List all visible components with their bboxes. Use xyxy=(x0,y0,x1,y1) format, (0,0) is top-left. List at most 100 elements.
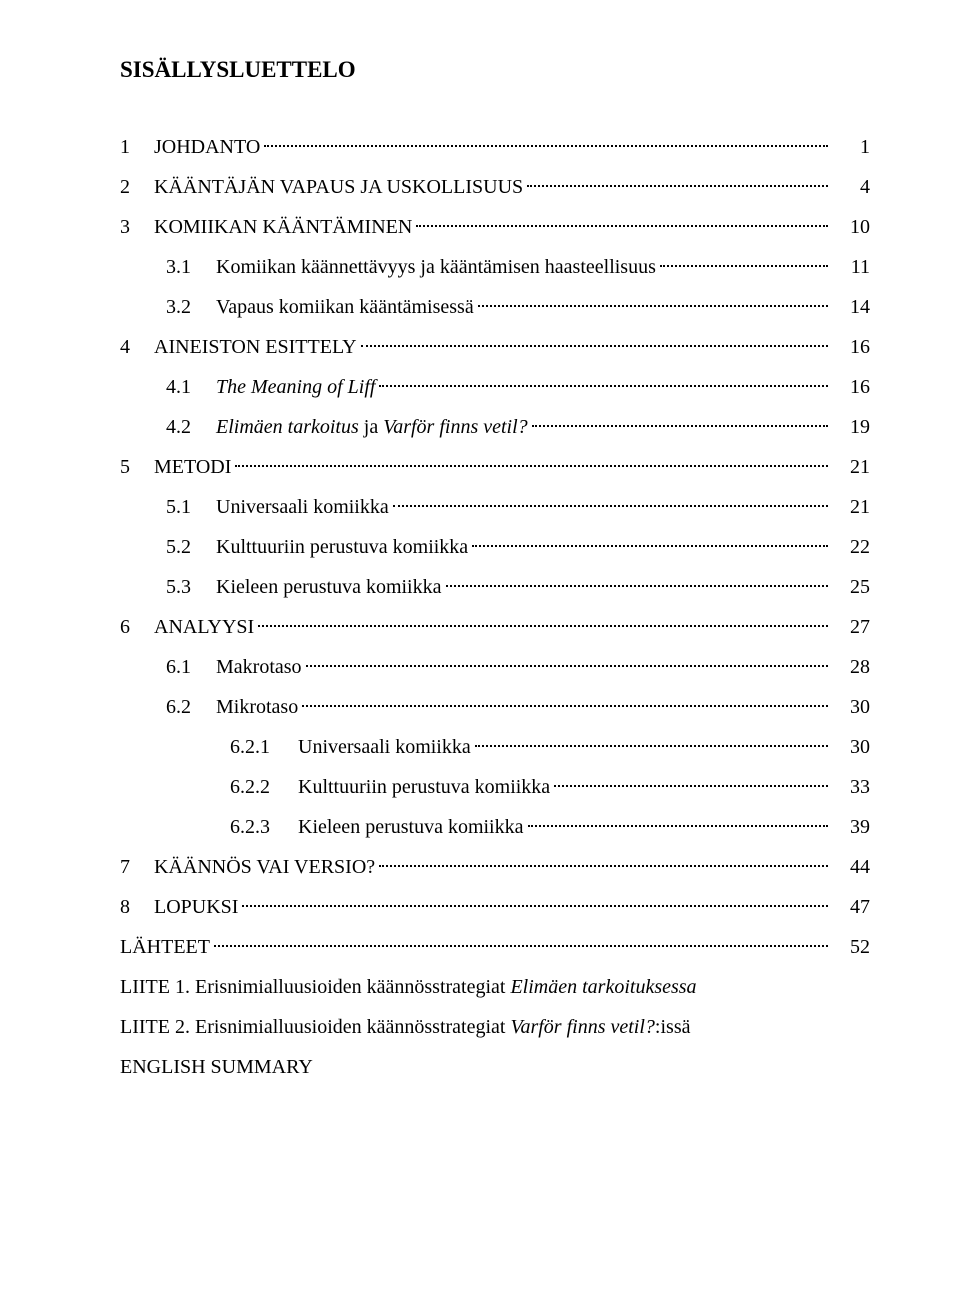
toc-number: 6.2.2 xyxy=(230,768,298,806)
toc-page: 33 xyxy=(832,768,870,806)
toc-number: 4.1 xyxy=(166,368,216,406)
toc-leader xyxy=(306,649,828,673)
toc-page: 21 xyxy=(832,448,870,486)
toc-leader xyxy=(242,889,828,913)
toc-label: Universaali komiikka xyxy=(298,728,471,766)
toc-number: 4.2 xyxy=(166,408,216,446)
toc-label: Kulttuuriin perustuva komiikka xyxy=(298,768,550,806)
toc-number: 3.2 xyxy=(166,288,216,326)
toc-label: LÄHTEET xyxy=(120,928,210,966)
toc-row: 4AINEISTON ESITTELY16 xyxy=(120,328,870,366)
toc-row: 6.2.3Kieleen perustuva komiikka 39 xyxy=(120,808,870,846)
appendix-label: LIITE 2. Erisnimialluusioiden käännösstr… xyxy=(120,1008,690,1046)
toc-number: 6.1 xyxy=(166,648,216,686)
toc-label: The Meaning of Liff xyxy=(216,368,375,406)
toc-label: Kieleen perustuva komiikka xyxy=(298,808,524,846)
toc-page: 30 xyxy=(832,688,870,726)
toc-label: KÄÄNNÖS VAI VERSIO? xyxy=(154,848,375,886)
toc-page: 10 xyxy=(832,208,870,246)
toc-number: 5.3 xyxy=(166,568,216,606)
toc-title: SISÄLLYSLUETTELO xyxy=(120,48,870,92)
toc-leader xyxy=(660,249,828,273)
toc-row: 3KOMIIKAN KÄÄNTÄMINEN 10 xyxy=(120,208,870,246)
toc-label: Kulttuuriin perustuva komiikka xyxy=(216,528,468,566)
toc-page: 27 xyxy=(832,608,870,646)
toc-page: 21 xyxy=(832,488,870,526)
toc-row: 6.2.2Kulttuuriin perustuva komiikka 33 xyxy=(120,768,870,806)
toc-number: 5.1 xyxy=(166,488,216,526)
toc-leader xyxy=(264,129,828,153)
toc-page: 14 xyxy=(832,288,870,326)
toc-number: 3.1 xyxy=(166,248,216,286)
toc-row: 8LOPUKSI47 xyxy=(120,888,870,926)
toc-leader xyxy=(416,209,828,233)
toc-page: 39 xyxy=(832,808,870,846)
toc-page: 16 xyxy=(832,368,870,406)
toc-number: 6.2 xyxy=(166,688,216,726)
appendix-list: LIITE 1. Erisnimialluusioiden käännösstr… xyxy=(120,968,870,1086)
toc-number: 3 xyxy=(120,208,154,246)
toc-list: 1JOHDANTO12KÄÄNTÄJÄN VAPAUS JA USKOLLISU… xyxy=(120,128,870,966)
toc-label: Universaali komiikka xyxy=(216,488,389,526)
toc-leader xyxy=(361,329,828,353)
toc-page: 25 xyxy=(832,568,870,606)
toc-leader xyxy=(478,289,828,313)
toc-page: 52 xyxy=(832,928,870,966)
toc-number: 5 xyxy=(120,448,154,486)
toc-leader xyxy=(214,929,828,953)
toc-row: 3.1Komiikan käännettävyys ja kääntämisen… xyxy=(120,248,870,286)
toc-leader xyxy=(302,689,828,713)
toc-leader xyxy=(446,569,829,593)
toc-page: 19 xyxy=(832,408,870,446)
appendix-row: LIITE 1. Erisnimialluusioiden käännösstr… xyxy=(120,968,870,1006)
toc-row: 6.1Makrotaso 28 xyxy=(120,648,870,686)
toc-label: Kieleen perustuva komiikka xyxy=(216,568,442,606)
toc-row: 3.2Vapaus komiikan kääntämisessä 14 xyxy=(120,288,870,326)
toc-row: 4.2Elimäen tarkoitus ja Varför finns vet… xyxy=(120,408,870,446)
toc-page: 4 xyxy=(832,168,870,206)
toc-page: 47 xyxy=(832,888,870,926)
toc-row: 6ANALYYSI 27 xyxy=(120,608,870,646)
toc-page: 11 xyxy=(832,248,870,286)
toc-number: 6 xyxy=(120,608,154,646)
toc-row: 6.2Mikrotaso30 xyxy=(120,688,870,726)
toc-leader xyxy=(258,609,828,633)
toc-leader xyxy=(393,489,828,513)
toc-row: 7KÄÄNNÖS VAI VERSIO? 44 xyxy=(120,848,870,886)
toc-leader xyxy=(475,729,828,753)
toc-number: 8 xyxy=(120,888,154,926)
toc-page: 22 xyxy=(832,528,870,566)
appendix-row: LIITE 2. Erisnimialluusioiden käännösstr… xyxy=(120,1008,870,1046)
toc-leader xyxy=(527,169,828,193)
toc-label: JOHDANTO xyxy=(154,128,260,166)
toc-leader xyxy=(379,849,828,873)
toc-label: Komiikan käännettävyys ja kääntämisen ha… xyxy=(216,248,656,286)
toc-number: 6.2.1 xyxy=(230,728,298,766)
toc-leader xyxy=(472,529,828,553)
toc-label: Vapaus komiikan kääntämisessä xyxy=(216,288,474,326)
toc-page: 16 xyxy=(832,328,870,366)
toc-row: 5.1Universaali komiikka 21 xyxy=(120,488,870,526)
toc-label: Makrotaso xyxy=(216,648,302,686)
toc-leader xyxy=(554,769,828,793)
appendix-row: ENGLISH SUMMARY xyxy=(120,1048,870,1086)
toc-leader xyxy=(379,369,828,393)
toc-row: 1JOHDANTO1 xyxy=(120,128,870,166)
toc-page: 28 xyxy=(832,648,870,686)
toc-label: Elimäen tarkoitus ja Varför finns vetil? xyxy=(216,408,528,446)
toc-number: 7 xyxy=(120,848,154,886)
toc-leader xyxy=(532,409,828,433)
toc-leader xyxy=(528,809,829,833)
appendix-label: ENGLISH SUMMARY xyxy=(120,1048,313,1086)
toc-row: 5METODI21 xyxy=(120,448,870,486)
toc-label: ANALYYSI xyxy=(154,608,254,646)
toc-row: 4.1The Meaning of Liff 16 xyxy=(120,368,870,406)
toc-page: 44 xyxy=(832,848,870,886)
toc-label: AINEISTON ESITTELY xyxy=(154,328,357,366)
toc-row: 5.2Kulttuuriin perustuva komiikka22 xyxy=(120,528,870,566)
toc-row: 2KÄÄNTÄJÄN VAPAUS JA USKOLLISUUS4 xyxy=(120,168,870,206)
appendix-label: LIITE 1. Erisnimialluusioiden käännösstr… xyxy=(120,968,697,1006)
toc-label: KOMIIKAN KÄÄNTÄMINEN xyxy=(154,208,412,246)
toc-page: 30 xyxy=(832,728,870,766)
toc-number: 6.2.3 xyxy=(230,808,298,846)
